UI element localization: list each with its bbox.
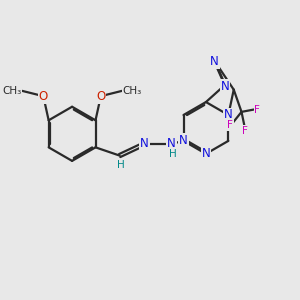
Text: N: N (224, 109, 233, 122)
Text: O: O (39, 90, 48, 103)
Text: N: N (202, 147, 210, 160)
Text: CH₃: CH₃ (123, 86, 142, 96)
Text: O: O (96, 90, 105, 103)
Text: H: H (117, 160, 125, 170)
Text: N: N (179, 134, 188, 147)
Text: N: N (221, 80, 230, 93)
Text: N: N (210, 55, 219, 68)
Text: F: F (254, 104, 260, 115)
Text: H: H (169, 149, 177, 159)
Text: N: N (167, 137, 176, 150)
Text: CH₃: CH₃ (2, 86, 22, 96)
Text: F: F (242, 126, 248, 136)
Text: F: F (227, 120, 233, 130)
Text: N: N (140, 137, 149, 150)
